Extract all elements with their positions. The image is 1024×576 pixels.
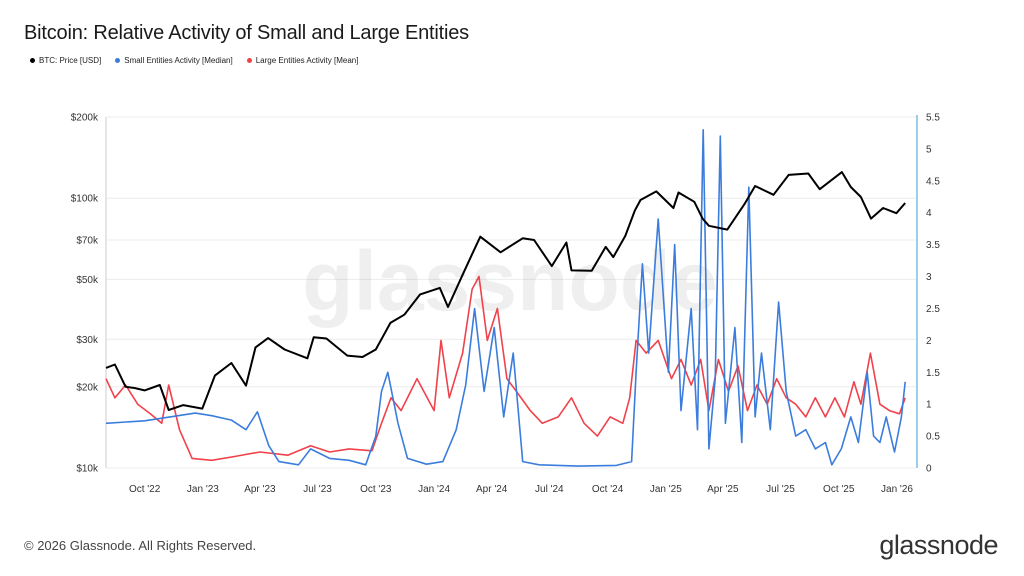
legend-item-large[interactable]: Large Entities Activity [Mean]: [246, 56, 359, 65]
copyright: © 2026 Glassnode. All Rights Reserved.: [24, 538, 257, 553]
x-tick-label: Oct '24: [592, 484, 624, 495]
series-line-small: [105, 129, 906, 467]
legend-dot-price: [30, 58, 35, 63]
x-tick-label: Apr '24: [476, 484, 508, 495]
legend: BTC: Price [USD] Small Entities Activity…: [30, 56, 358, 65]
legend-dot-small: [115, 58, 121, 63]
chart-title: Bitcoin: Relative Activity of Small and …: [24, 22, 469, 44]
x-tick-label: Jul '25: [766, 484, 795, 495]
right-tick-label: 4.5: [926, 176, 940, 187]
right-tick-label: 3.5: [926, 240, 940, 251]
left-tick-label: $50k: [76, 275, 99, 286]
x-axis: Oct '22 Jan '23 Apr '23 Jul '23 Oct '23 Jan '…: [129, 484, 913, 495]
left-tick-label: $100k: [71, 194, 99, 205]
right-tick-label: 2.5: [926, 304, 940, 315]
right-tick-label: 5: [926, 144, 932, 155]
right-tick-label: 5.5: [926, 113, 940, 124]
legend-item-small[interactable]: Small Entities Activity [Median]: [115, 56, 233, 65]
right-tick-label: 1: [926, 400, 932, 411]
x-tick-label: Apr '23: [244, 484, 276, 495]
legend-item-price[interactable]: BTC: Price [USD]: [30, 56, 101, 65]
x-tick-label: Jul '24: [535, 484, 564, 495]
x-tick-label: Jan '25: [650, 484, 682, 495]
x-tick-label: Apr '25: [707, 484, 739, 495]
watermark: glassnode: [302, 234, 717, 328]
x-tick-label: Oct '22: [129, 484, 161, 495]
x-tick-label: Oct '25: [823, 484, 855, 495]
left-tick-label: $70k: [76, 236, 99, 247]
right-tick-label: 4: [926, 208, 932, 219]
legend-dot-large: [246, 58, 252, 63]
x-tick-label: Oct '23: [360, 484, 392, 495]
series-line-large: [105, 275, 906, 462]
legend-label-price: BTC: Price [USD]: [39, 56, 102, 65]
brand-logo: glassnode: [879, 530, 998, 560]
x-tick-label: Jan '26: [881, 484, 913, 495]
left-tick-label: $10k: [76, 464, 99, 475]
right-tick-label: 1.5: [926, 368, 940, 379]
series-layer: [105, 129, 906, 467]
right-tick-label: 2: [926, 336, 932, 347]
right-tick-label: 0.5: [926, 432, 940, 443]
right-tick-label: 3: [926, 272, 932, 283]
series-line-price: [105, 171, 906, 411]
x-tick-label: Jul '23: [303, 484, 332, 495]
left-tick-label: $200k: [71, 113, 99, 124]
left-tick-label: $20k: [76, 382, 99, 393]
left-axis: $10k $20k $30k $50k $70k $100k $200k: [71, 113, 107, 475]
x-tick-label: Jan '23: [187, 484, 219, 495]
x-tick-label: Jan '24: [418, 484, 450, 495]
left-tick-label: $30k: [76, 335, 99, 346]
right-tick-label: 0: [926, 464, 932, 475]
legend-label-large: Large Entities Activity [Mean]: [255, 56, 359, 65]
right-axis: 0 0.5 1 1.5 2 2.5 3 3.5 4 4.5 5 5.5: [916, 113, 940, 475]
legend-label-small: Small Entities Activity [Median]: [124, 56, 233, 65]
